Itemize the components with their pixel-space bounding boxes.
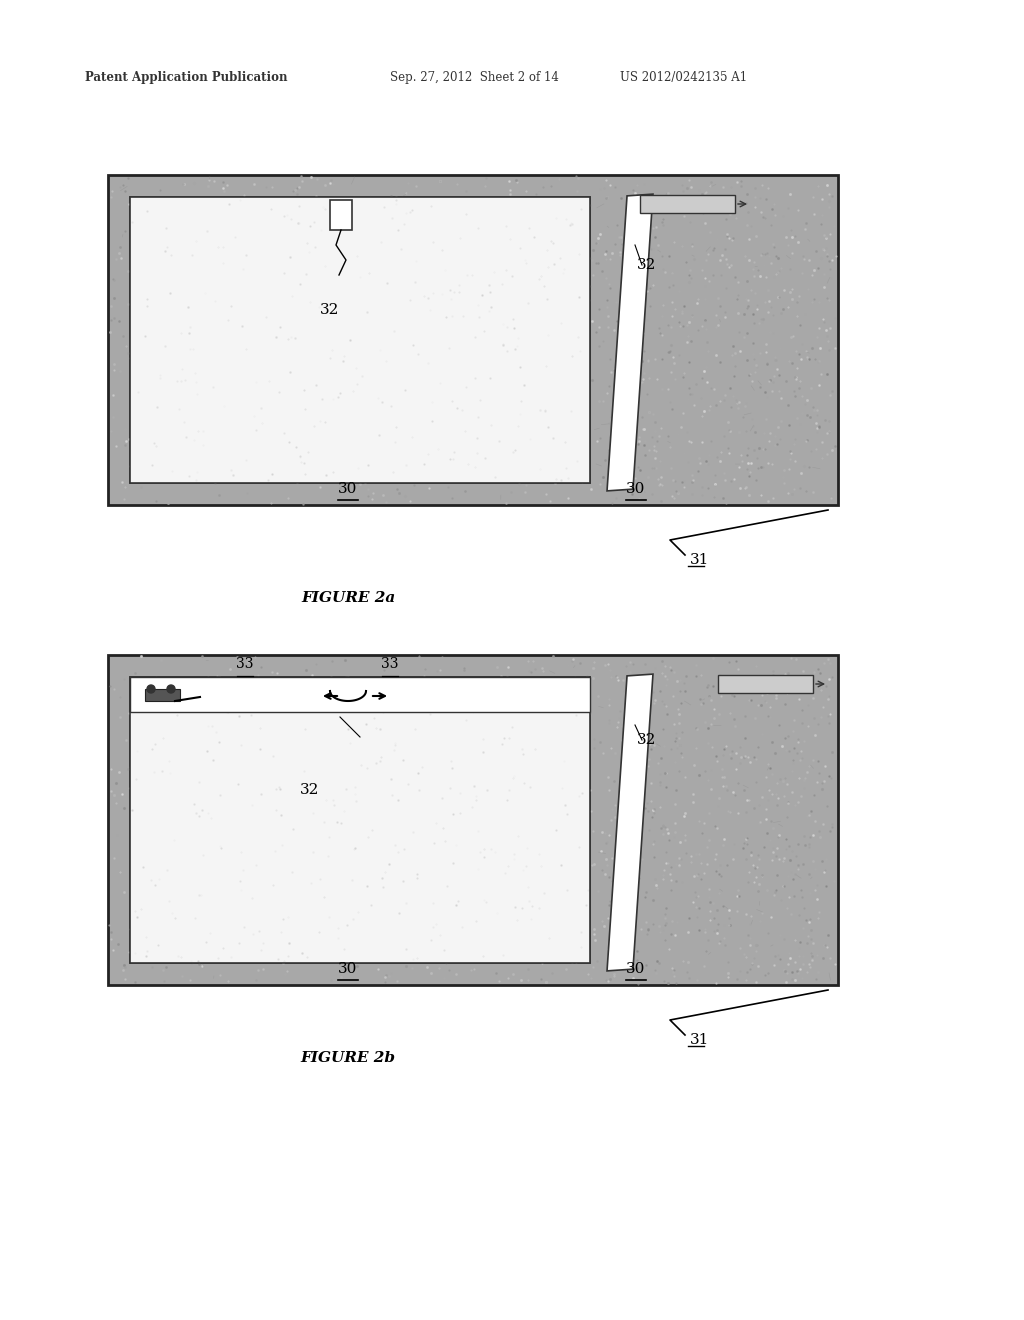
- Text: 30: 30: [627, 482, 646, 496]
- Text: 32: 32: [300, 783, 319, 797]
- Text: 31: 31: [690, 1034, 710, 1047]
- Text: Sep. 27, 2012  Sheet 2 of 14: Sep. 27, 2012 Sheet 2 of 14: [390, 71, 559, 84]
- Polygon shape: [640, 195, 735, 213]
- Circle shape: [147, 685, 155, 693]
- Polygon shape: [718, 675, 813, 693]
- Text: 30: 30: [627, 962, 646, 975]
- Text: 30: 30: [338, 962, 357, 975]
- Polygon shape: [130, 677, 590, 711]
- Polygon shape: [130, 677, 590, 964]
- Polygon shape: [145, 689, 180, 701]
- Polygon shape: [130, 197, 590, 483]
- Text: 32: 32: [637, 257, 656, 272]
- Text: Patent Application Publication: Patent Application Publication: [85, 71, 288, 84]
- Text: FIGURE 2a: FIGURE 2a: [301, 591, 395, 605]
- Text: US 2012/0242135 A1: US 2012/0242135 A1: [620, 71, 748, 84]
- Text: 30: 30: [338, 482, 357, 496]
- Text: 33: 33: [237, 657, 254, 671]
- Polygon shape: [130, 677, 590, 964]
- Text: 32: 32: [637, 733, 656, 747]
- Text: FIGURE 2b: FIGURE 2b: [300, 1051, 395, 1065]
- Polygon shape: [130, 197, 590, 483]
- Polygon shape: [607, 675, 653, 972]
- Text: 32: 32: [321, 304, 340, 317]
- Text: 31: 31: [690, 553, 710, 568]
- Polygon shape: [607, 194, 653, 491]
- Polygon shape: [108, 176, 838, 506]
- Text: 33: 33: [381, 657, 398, 671]
- Polygon shape: [108, 655, 838, 985]
- Polygon shape: [330, 201, 352, 230]
- Circle shape: [167, 685, 175, 693]
